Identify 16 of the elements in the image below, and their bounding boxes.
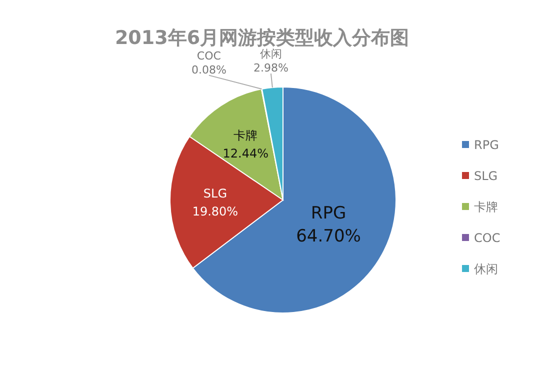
slice-label: SLG bbox=[203, 186, 228, 201]
chart-title: 2013年6月网游按类型收入分布图 bbox=[114, 27, 410, 49]
data-label: 19.80% bbox=[192, 204, 238, 219]
legend-label: RPG bbox=[474, 138, 499, 152]
legend-label: 休闲 bbox=[474, 262, 498, 276]
data-label: 12.44% bbox=[222, 146, 269, 160]
legend-label: 卡牌 bbox=[474, 200, 498, 214]
slice-label: 休闲 bbox=[260, 48, 282, 61]
slice-label: 卡牌 bbox=[234, 128, 258, 142]
slice-label: COC bbox=[196, 49, 222, 62]
data-label: 2.98% bbox=[253, 62, 288, 75]
data-label: 0.08% bbox=[191, 63, 226, 76]
legend-label: SLG bbox=[474, 169, 498, 183]
data-label: 64.70% bbox=[296, 226, 361, 247]
legend-label: COC bbox=[474, 231, 500, 245]
slice-label: RPG bbox=[310, 204, 346, 224]
